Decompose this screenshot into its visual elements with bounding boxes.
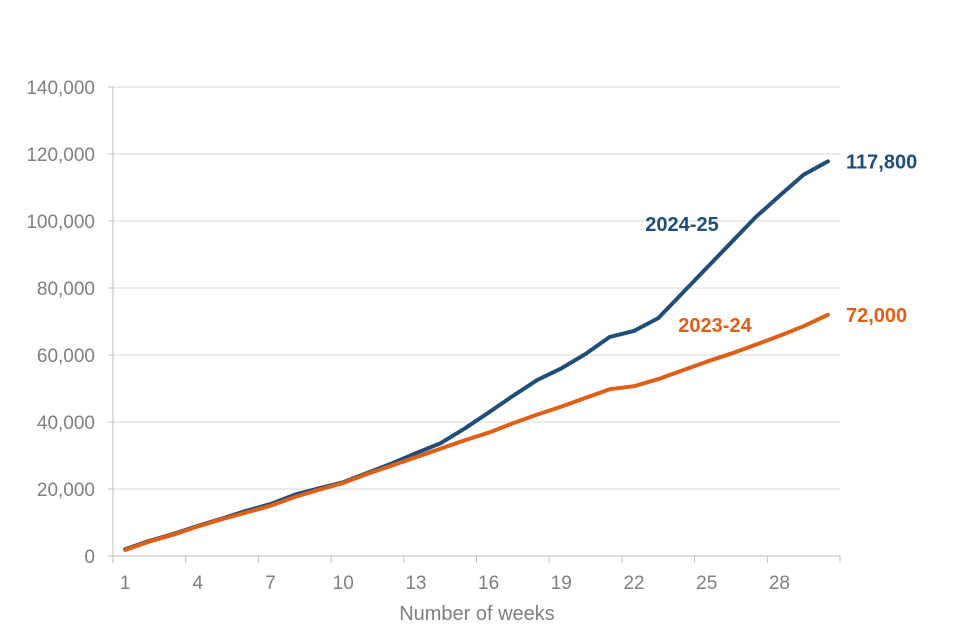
x-axis-tick-labels: 1 4 7 10 13 16 19 22 25 28 bbox=[120, 573, 790, 594]
y-tick-label: 140,000 bbox=[26, 78, 95, 99]
y-tick-label: 40,000 bbox=[37, 413, 95, 434]
x-axis-title: Number of weeks bbox=[399, 603, 555, 625]
y-tick-label: 100,000 bbox=[26, 212, 95, 233]
series-line-2023-24 bbox=[123, 312, 830, 552]
x-tick-label: 16 bbox=[478, 573, 499, 594]
series-name-label: 2023-24 bbox=[678, 315, 752, 337]
y-tick-label: 80,000 bbox=[37, 279, 95, 300]
series-end-value-label: 117,800 bbox=[846, 151, 917, 173]
series-labels: 2024-25 117,800 2023-24 72,000 bbox=[645, 151, 917, 337]
x-tick-label: 19 bbox=[551, 573, 572, 594]
y-tick-label: 0 bbox=[84, 547, 95, 568]
y-axis-tick-labels: 0 20,000 40,000 60,000 80,000 100,000 120,000 1… bbox=[26, 78, 95, 568]
axes bbox=[108, 86, 841, 563]
x-tick-label: 1 bbox=[120, 573, 131, 594]
gridlines bbox=[113, 86, 840, 490]
x-tick-label: 10 bbox=[333, 573, 354, 594]
x-tick-label: 4 bbox=[193, 573, 204, 594]
x-tick-label: 22 bbox=[623, 573, 644, 594]
y-tick-label: 20,000 bbox=[37, 480, 95, 501]
y-tick-label: 120,000 bbox=[26, 145, 95, 166]
x-tick-label: 13 bbox=[405, 573, 426, 594]
x-tick-label: 25 bbox=[696, 573, 717, 594]
series-end-value-label: 72,000 bbox=[846, 305, 907, 327]
x-tick-label: 7 bbox=[265, 573, 276, 594]
series-lines bbox=[123, 159, 830, 552]
series-name-label: 2024-25 bbox=[645, 214, 718, 236]
y-tick-label: 60,000 bbox=[37, 346, 95, 367]
x-tick-label: 28 bbox=[769, 573, 790, 594]
